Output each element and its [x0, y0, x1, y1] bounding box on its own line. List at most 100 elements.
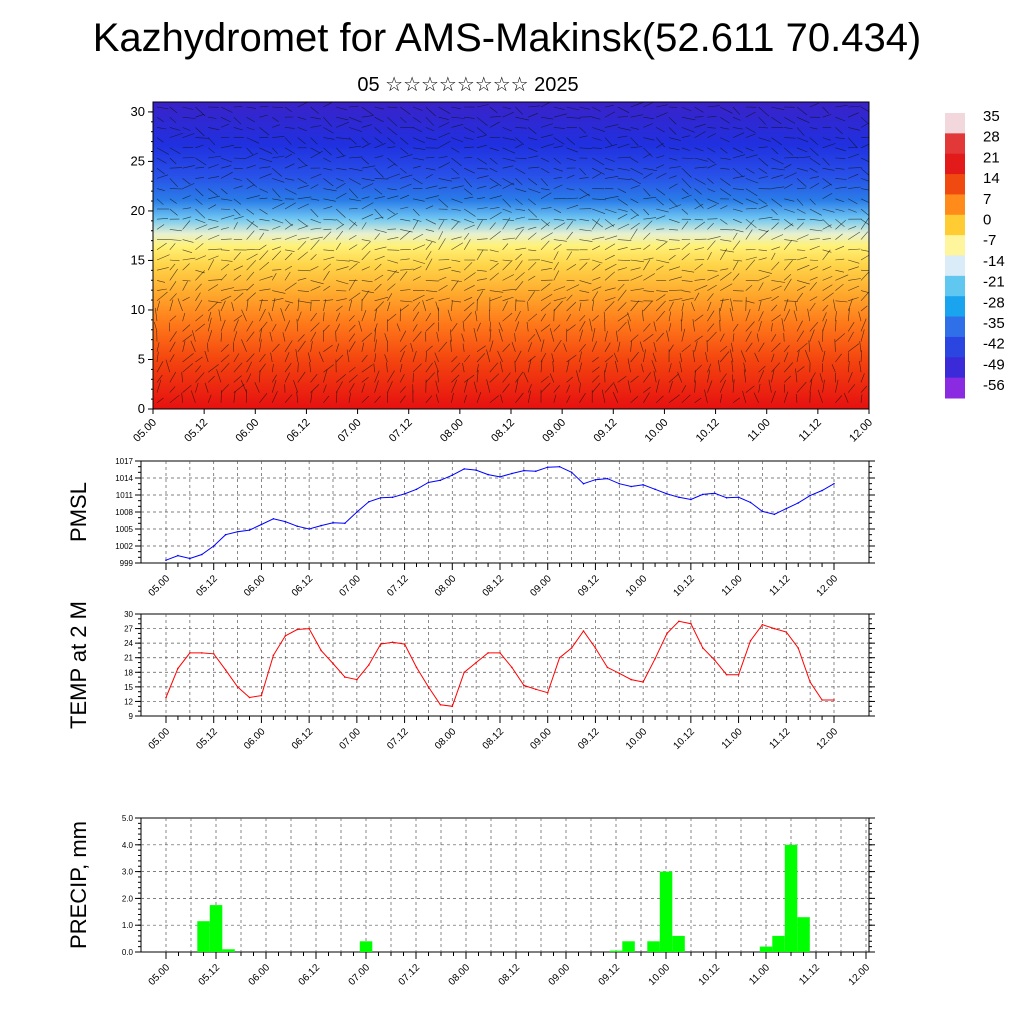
wind-barb	[630, 228, 638, 240]
wind-barb	[720, 239, 732, 242]
x-tick-label: 06.12	[290, 573, 316, 599]
wind-barb	[387, 249, 400, 251]
wind-barb	[425, 312, 432, 322]
wind-barb	[208, 300, 222, 304]
wind-barb	[655, 332, 664, 342]
wind-barb	[348, 279, 356, 291]
wind-barb	[745, 229, 753, 240]
wind-barb	[729, 349, 734, 363]
wind-barb	[758, 365, 766, 373]
wind-barb	[348, 374, 358, 383]
wind-barb	[579, 321, 586, 332]
wind-barb	[387, 293, 393, 301]
wind-barb	[169, 281, 177, 291]
colorbar-swatch	[945, 275, 965, 297]
wind-barb	[323, 384, 327, 393]
wind-barb	[195, 382, 199, 393]
wind-barb	[259, 166, 271, 169]
wind-barb	[374, 380, 379, 393]
wind-barb	[323, 364, 334, 373]
wind-barb	[400, 249, 411, 251]
wind-barb	[156, 198, 164, 205]
wind-barb	[681, 290, 691, 293]
wind-barb	[771, 174, 784, 179]
wind-barb	[361, 213, 374, 220]
wind-barb	[348, 299, 353, 312]
wind-barb	[335, 354, 344, 363]
wind-barb	[335, 391, 338, 403]
wind-barb	[297, 298, 300, 312]
wind-barb	[643, 349, 646, 363]
wind-barb	[335, 381, 343, 393]
wind-barb	[796, 178, 807, 187]
wind-barb	[476, 135, 487, 138]
wind-barb	[796, 234, 809, 240]
wind-barb	[169, 116, 177, 123]
wind-barb	[707, 157, 715, 164]
wind-barb	[579, 351, 582, 363]
wind-barb	[207, 259, 215, 271]
wind-barb	[272, 155, 285, 159]
wind-barb	[692, 319, 695, 332]
wind-barb	[169, 331, 177, 342]
wind-barb	[271, 298, 276, 312]
wind-barb	[156, 224, 165, 230]
wind-barb	[643, 300, 653, 312]
wind-barb	[502, 259, 512, 262]
wind-barb	[374, 353, 377, 363]
wind-barb	[246, 253, 258, 261]
wind-barb	[771, 285, 782, 291]
wind-barb	[502, 106, 511, 110]
wind-barb	[540, 382, 551, 393]
wind-barb	[745, 188, 758, 197]
wind-barb	[374, 137, 383, 144]
wind-barb	[848, 297, 859, 302]
wind-barb	[280, 308, 286, 322]
wind-barb	[694, 292, 700, 301]
wind-barb	[627, 380, 631, 393]
wind-barb	[297, 251, 308, 261]
wind-barb	[438, 178, 452, 182]
wind-barb	[758, 383, 761, 393]
data-point	[463, 468, 466, 470]
precip-bar	[222, 949, 235, 952]
wind-barb	[425, 395, 433, 403]
wind-barb	[758, 198, 767, 205]
data-point	[821, 489, 823, 492]
wind-barb	[425, 174, 433, 179]
wind-barb	[412, 218, 422, 222]
wind-barb	[732, 333, 735, 342]
wind-barb	[630, 300, 640, 312]
wind-barb	[822, 218, 832, 229]
wind-barb	[451, 300, 462, 303]
wind-barb	[617, 259, 631, 261]
wind-barb	[462, 362, 465, 373]
wind-barb	[745, 284, 753, 291]
wind-barb	[771, 353, 775, 363]
wind-barb	[834, 339, 836, 352]
data-point	[630, 485, 632, 488]
wind-barb	[617, 143, 630, 149]
wind-barb	[771, 137, 783, 146]
colorbar-label: -56	[983, 377, 1005, 394]
wind-barb	[784, 157, 799, 159]
wind-barb	[182, 257, 196, 261]
wind-barb	[592, 263, 601, 271]
wind-barb	[591, 341, 597, 352]
wind-barb	[579, 299, 589, 302]
wind-barb	[169, 268, 178, 281]
wind-barb	[694, 157, 708, 162]
wind-barb	[643, 386, 651, 393]
wind-barb	[181, 372, 183, 383]
wind-barb	[169, 127, 181, 131]
wind-barb	[835, 283, 844, 291]
wind-barb	[668, 311, 672, 322]
wind-barb	[783, 273, 792, 281]
wind-barb	[847, 137, 858, 149]
wind-barb	[374, 370, 380, 383]
wind-barb	[502, 237, 516, 240]
wind-barb	[259, 299, 263, 312]
wind-barb	[592, 116, 601, 120]
wind-barb	[822, 266, 832, 271]
wind-barb	[579, 193, 590, 200]
